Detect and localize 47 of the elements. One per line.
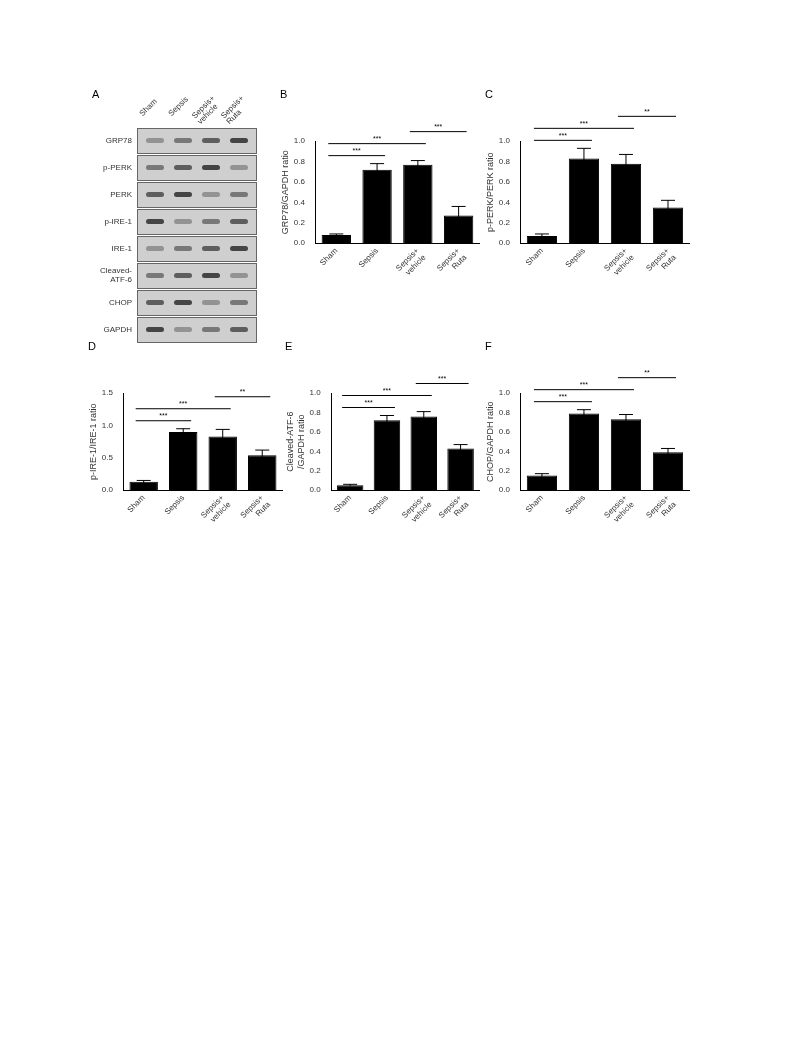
chart-title: F	[485, 339, 492, 352]
text: CHOP	[107, 298, 132, 307]
y-tick-label: 0.5	[101, 453, 114, 463]
y-tick-label: 0.4	[498, 446, 511, 456]
y-tick-label: 1.0	[498, 136, 511, 146]
text: p-PERK	[102, 163, 132, 172]
y-tick-label: 0.0	[293, 238, 306, 248]
chart-title: E	[285, 339, 293, 352]
y-axis-title: CHOP/GAPDH ratio	[484, 401, 495, 482]
y-tick-label: 0.2	[498, 465, 511, 475]
y-tick-label: 0.4	[293, 197, 306, 207]
y-tick-label: 0.8	[309, 407, 322, 417]
y-tick-label: 0.0	[498, 485, 511, 495]
y-tick-label: 1.0	[309, 388, 322, 398]
y-axis-title: GRP78/GAPDH ratio	[279, 150, 290, 235]
text: A	[92, 88, 100, 100]
y-tick-label: 0.2	[309, 465, 322, 475]
chart-title: B	[280, 87, 288, 100]
y-tick-label: 1.5	[101, 388, 114, 398]
y-tick-label: 1.0	[101, 420, 114, 430]
text: p-IRE-1	[103, 217, 132, 226]
y-axis-title: p-IRE-1/IRE-1 ratio	[87, 403, 98, 480]
y-tick-label: 0.0	[498, 238, 511, 248]
chart-title: D	[88, 339, 96, 352]
y-axis-title: p-PERK/PERK ratio	[484, 152, 495, 232]
chart-title: C	[485, 87, 493, 100]
text: PERK	[109, 190, 132, 199]
y-tick-label: 0.0	[101, 485, 114, 495]
y-tick-label: 0.8	[498, 407, 511, 417]
y-tick-label: 0.8	[293, 156, 306, 166]
y-tick-label: 0.8	[498, 156, 511, 166]
y-tick-label: 0.4	[309, 446, 322, 456]
text: GRP78	[104, 136, 132, 145]
y-tick-label: 0.0	[309, 485, 322, 495]
y-axis-title: Cleaved-ATF-6 /GAPDH ratio	[284, 411, 306, 472]
text: IRE-1	[110, 244, 132, 253]
y-tick-label: 0.6	[498, 177, 511, 187]
text: GAPDH	[102, 325, 132, 334]
y-tick-label: 0.4	[498, 197, 511, 207]
y-tick-label: 1.0	[293, 136, 306, 146]
y-tick-label: 0.6	[498, 427, 511, 437]
y-tick-label: 0.2	[498, 217, 511, 227]
y-tick-label: 0.6	[309, 427, 322, 437]
text: Cleaved-ATF-6	[99, 266, 132, 284]
y-tick-label: 0.6	[293, 177, 306, 187]
y-tick-label: 0.2	[293, 217, 306, 227]
y-tick-label: 1.0	[498, 388, 511, 398]
